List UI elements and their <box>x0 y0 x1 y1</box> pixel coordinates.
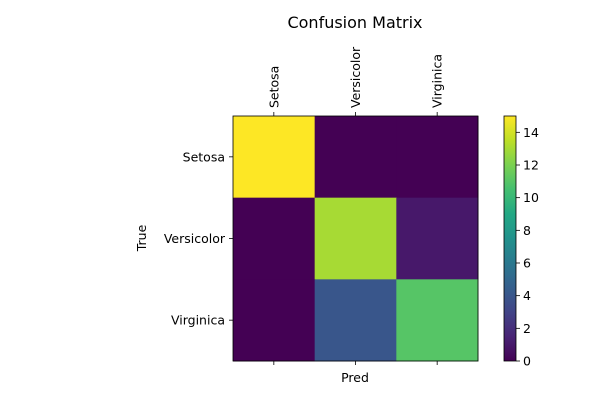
colorbar-tick-label: 2 <box>523 321 531 336</box>
heatmap-cell-setosa-virginica <box>396 116 479 199</box>
heatmap-area <box>232 115 479 362</box>
heatmap-cell-virginica-virginica <box>396 279 479 362</box>
colorbar-gradient <box>504 116 516 361</box>
y-tick-label-virginica: Virginica <box>171 313 225 328</box>
heatmap-cell-setosa-versicolor <box>314 116 397 199</box>
y-tick-labels: Setosa Versicolor Virginica <box>164 149 233 328</box>
heatmap-cell-versicolor-setosa <box>233 197 316 280</box>
x-tick-label-versicolor: Versicolor <box>348 46 363 108</box>
colorbar-tick-label: 0 <box>523 354 531 369</box>
y-tick-label-setosa: Setosa <box>183 149 225 164</box>
heatmap-cell-setosa-setosa <box>233 116 316 199</box>
heatmap-cell-virginica-setosa <box>233 279 316 362</box>
x-tick-label-virginica: Virginica <box>430 54 445 108</box>
colorbar-tick-label: 6 <box>523 256 531 271</box>
colorbar-frame <box>503 115 517 362</box>
x-axis-label: Pred <box>341 370 369 385</box>
colorbar-tick-label: 4 <box>523 288 531 303</box>
x-tick-labels-top: Setosa Versicolor Virginica <box>266 46 445 365</box>
y-tick-label-versicolor: Versicolor <box>164 231 226 246</box>
chart-title: Confusion Matrix <box>287 13 422 32</box>
colorbar: 0 2 4 6 8 10 12 14 <box>503 115 539 369</box>
heatmap-cell-versicolor-versicolor <box>314 197 397 280</box>
heatmap-cell-virginica-versicolor <box>314 279 397 362</box>
colorbar-tick-label: 10 <box>523 190 539 205</box>
colorbar-tick-label: 14 <box>523 125 539 140</box>
colorbar-tick-label: 8 <box>523 223 531 238</box>
heatmap-cell-versicolor-virginica <box>396 197 479 280</box>
colorbar-tick-label: 12 <box>523 158 539 173</box>
x-tick-label-setosa: Setosa <box>266 66 281 108</box>
y-axis-label: True <box>134 224 149 252</box>
